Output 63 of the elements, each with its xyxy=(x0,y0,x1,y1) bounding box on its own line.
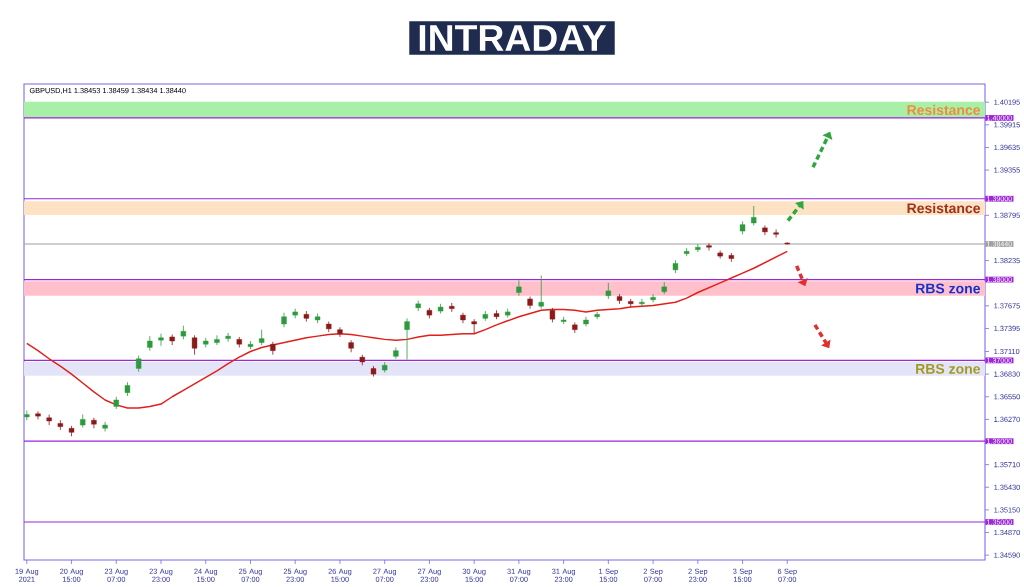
candlestick xyxy=(203,337,209,348)
candlestick xyxy=(661,281,667,295)
candlestick xyxy=(572,322,578,334)
candlestick xyxy=(784,242,790,245)
candlestick xyxy=(605,282,611,300)
candlestick xyxy=(191,334,198,356)
candlestick xyxy=(505,308,511,318)
candlestick xyxy=(180,325,187,340)
candlestick xyxy=(158,333,164,347)
candlestick xyxy=(382,361,388,373)
candlestick xyxy=(672,259,679,274)
candlestick xyxy=(583,316,589,327)
candlestick xyxy=(751,205,757,226)
candlestick xyxy=(46,414,52,426)
candlestick xyxy=(415,300,421,312)
candlestick xyxy=(370,365,377,377)
candlestick xyxy=(80,414,86,428)
candlestick xyxy=(326,321,332,333)
candlestick xyxy=(482,310,488,322)
band-label: Resistance xyxy=(907,104,981,116)
candlestick xyxy=(68,425,75,437)
candlestick xyxy=(124,381,131,397)
candlestick xyxy=(102,421,108,432)
candlestick xyxy=(225,332,231,343)
candlestick xyxy=(762,225,768,236)
candlestick xyxy=(628,298,634,308)
candlestick xyxy=(147,335,153,352)
candlestick xyxy=(247,340,254,350)
candlestick xyxy=(113,396,119,410)
candlestick xyxy=(538,275,544,310)
candlestick xyxy=(706,242,712,251)
candlestick xyxy=(717,250,723,259)
candlestick xyxy=(303,310,310,322)
candlestick xyxy=(728,252,735,263)
candlestick xyxy=(560,316,567,325)
candlestick xyxy=(236,336,242,348)
candlestick xyxy=(460,312,466,324)
candlestick xyxy=(169,334,175,346)
band-label: RBS zone xyxy=(916,363,981,374)
candlestick xyxy=(259,329,265,346)
candlestick xyxy=(292,308,298,319)
candlestick xyxy=(426,307,433,319)
candlestick xyxy=(683,247,690,257)
candlestick xyxy=(270,341,276,356)
candlestick xyxy=(24,410,30,421)
chart-title: INTRADAY xyxy=(419,25,607,51)
candlestick xyxy=(359,354,365,366)
candlestick xyxy=(314,313,321,324)
candlestick xyxy=(739,220,746,235)
candlestick xyxy=(695,243,701,253)
candlestick xyxy=(549,307,556,323)
candlestick xyxy=(135,355,142,373)
candlestick xyxy=(437,303,444,314)
candlestick xyxy=(57,419,64,431)
candlestick xyxy=(773,229,779,238)
candlestick xyxy=(594,311,600,320)
candlestick xyxy=(35,410,41,420)
band-label: RBS zone xyxy=(916,283,981,294)
candlestick xyxy=(616,293,623,305)
candlestick xyxy=(493,309,500,320)
band-label: Resistance xyxy=(907,202,981,214)
candlestick xyxy=(449,302,455,313)
candlestick xyxy=(471,318,477,335)
